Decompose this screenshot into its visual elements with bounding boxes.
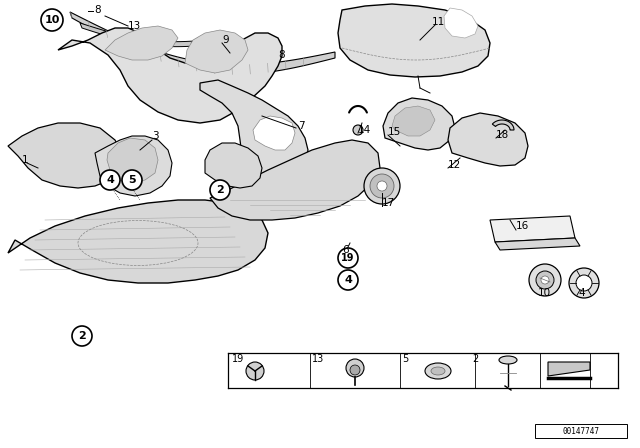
Circle shape xyxy=(338,270,358,290)
Text: 2: 2 xyxy=(216,185,224,195)
Circle shape xyxy=(370,174,394,198)
Polygon shape xyxy=(392,106,435,136)
Circle shape xyxy=(353,125,363,135)
Text: 15: 15 xyxy=(388,127,401,137)
Polygon shape xyxy=(338,4,490,77)
Polygon shape xyxy=(200,80,308,183)
Ellipse shape xyxy=(431,367,445,375)
Circle shape xyxy=(246,362,264,380)
Text: 7: 7 xyxy=(298,121,305,131)
Circle shape xyxy=(569,268,599,298)
Text: 19: 19 xyxy=(341,253,355,263)
Text: 5: 5 xyxy=(128,175,136,185)
Polygon shape xyxy=(80,23,225,47)
Text: 4: 4 xyxy=(106,175,114,185)
Text: 14: 14 xyxy=(358,125,371,135)
Polygon shape xyxy=(210,140,380,220)
Circle shape xyxy=(536,271,554,289)
Polygon shape xyxy=(205,143,262,188)
Text: 19: 19 xyxy=(232,354,244,364)
Polygon shape xyxy=(105,26,178,60)
Polygon shape xyxy=(253,116,295,150)
Circle shape xyxy=(350,365,360,375)
Text: 2: 2 xyxy=(472,354,478,364)
Polygon shape xyxy=(8,200,268,283)
Text: 16: 16 xyxy=(516,221,529,231)
Circle shape xyxy=(41,9,63,31)
Text: 5: 5 xyxy=(402,354,408,364)
Text: 9: 9 xyxy=(222,35,228,45)
Circle shape xyxy=(100,170,120,190)
Text: 13: 13 xyxy=(312,354,324,364)
Text: 8: 8 xyxy=(94,5,100,15)
Text: 13: 13 xyxy=(128,21,141,31)
Circle shape xyxy=(364,168,400,204)
Circle shape xyxy=(338,248,358,268)
Text: 8: 8 xyxy=(278,50,285,60)
Circle shape xyxy=(346,359,364,377)
Polygon shape xyxy=(448,113,528,166)
Text: 4: 4 xyxy=(344,275,352,285)
Text: 18: 18 xyxy=(496,130,509,140)
Text: 6: 6 xyxy=(342,245,349,255)
Circle shape xyxy=(72,326,92,346)
Circle shape xyxy=(541,276,549,284)
Text: 12: 12 xyxy=(448,160,461,170)
Text: 17: 17 xyxy=(382,198,396,208)
Text: 2: 2 xyxy=(78,331,86,341)
FancyBboxPatch shape xyxy=(535,424,627,438)
Polygon shape xyxy=(95,136,172,196)
Polygon shape xyxy=(490,216,575,242)
Ellipse shape xyxy=(425,363,451,379)
Polygon shape xyxy=(58,28,282,123)
Text: 3: 3 xyxy=(152,131,159,141)
Polygon shape xyxy=(185,30,248,73)
Polygon shape xyxy=(70,12,335,74)
Circle shape xyxy=(529,264,561,296)
Text: 10: 10 xyxy=(538,288,551,298)
Circle shape xyxy=(377,181,387,191)
Polygon shape xyxy=(8,123,122,188)
Polygon shape xyxy=(383,98,455,150)
Text: 00147747: 00147747 xyxy=(563,426,600,435)
Text: 1: 1 xyxy=(22,155,29,165)
Text: 10: 10 xyxy=(44,15,60,25)
Polygon shape xyxy=(495,238,580,250)
Polygon shape xyxy=(192,38,253,76)
Polygon shape xyxy=(444,8,478,38)
Ellipse shape xyxy=(499,356,517,364)
Polygon shape xyxy=(492,120,514,130)
Circle shape xyxy=(576,275,592,291)
Circle shape xyxy=(122,170,142,190)
Text: 4: 4 xyxy=(578,288,584,298)
Circle shape xyxy=(210,180,230,200)
Text: 11: 11 xyxy=(432,17,445,27)
Polygon shape xyxy=(107,138,158,183)
Polygon shape xyxy=(548,362,590,376)
